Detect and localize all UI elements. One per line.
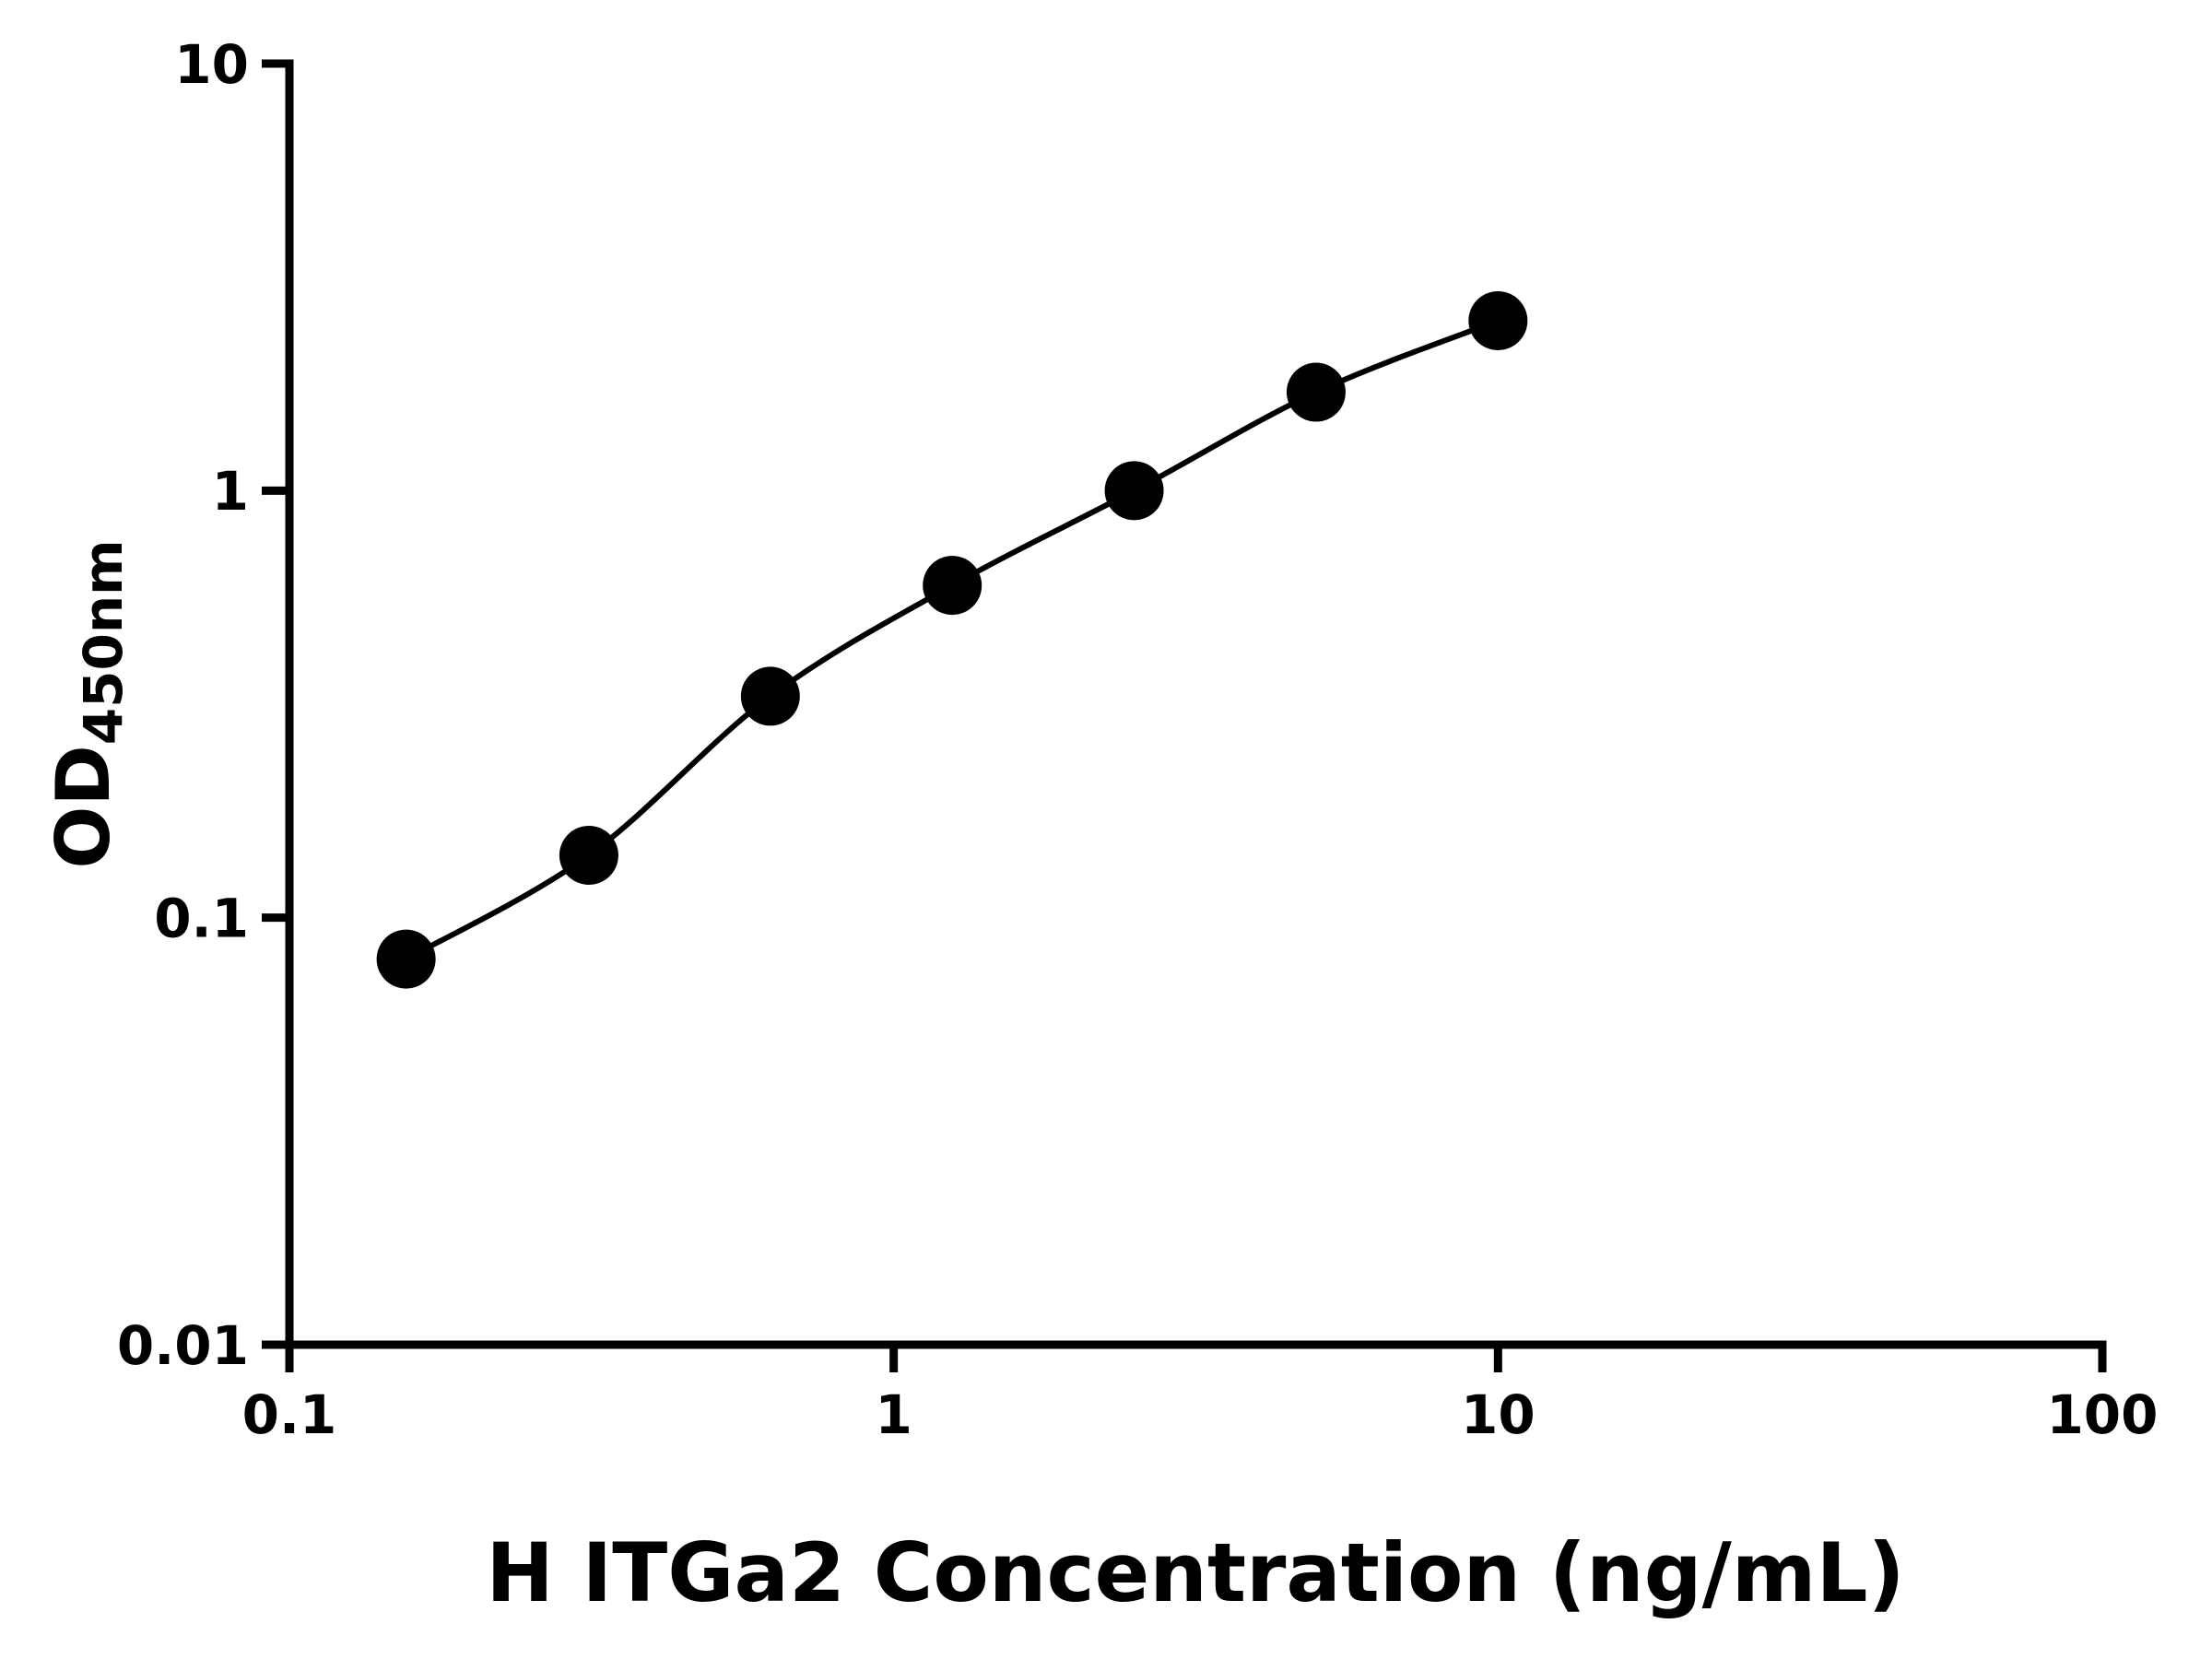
axes-spines — [285, 59, 2107, 1349]
data-point — [923, 556, 982, 616]
data-point — [1468, 290, 1528, 350]
y-tick-label: 0.1 — [154, 888, 249, 950]
data-point — [1286, 362, 1346, 422]
x-axis-title: H ITGa2 Concentration (ng/mL) — [486, 1525, 1905, 1620]
y-tick-label: 10 — [174, 33, 249, 96]
data-point — [376, 929, 436, 989]
y-tick-label: 1 — [212, 460, 249, 523]
x-tick-label: 10 — [1461, 1383, 1535, 1446]
x-tick-label: 100 — [2046, 1383, 2158, 1446]
data-point — [1104, 461, 1164, 521]
data-point — [740, 666, 800, 726]
y-axis-title-main: OD — [41, 745, 126, 869]
y-axis-title: OD450nm — [41, 539, 135, 868]
x-tick-label: 1 — [875, 1383, 912, 1446]
x-tick-label: 0.1 — [242, 1383, 337, 1446]
data-point — [559, 825, 618, 885]
y-tick-label: 0.01 — [117, 1314, 249, 1377]
y-axis-title-subscript: 450nm — [72, 539, 135, 746]
